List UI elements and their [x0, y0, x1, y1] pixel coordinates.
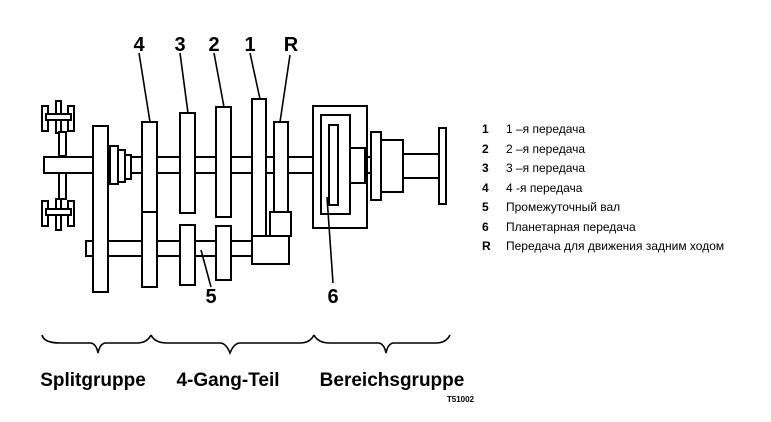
- legend-item: 4 4 -я передача: [482, 179, 724, 199]
- split-gear: [92, 125, 109, 293]
- label-gear-1: 1: [244, 34, 255, 56]
- legend-key: 4: [482, 180, 489, 195]
- legend-text: 1 –я передача: [506, 122, 586, 136]
- label-countershaft: 5: [205, 286, 216, 308]
- legend-item: 1 1 –я передача: [482, 120, 724, 140]
- input-assembly: [41, 100, 75, 231]
- figure-code: T51002: [447, 395, 475, 404]
- legend-item: 3 3 –я передача: [482, 159, 724, 179]
- legend-key: R: [482, 239, 491, 253]
- label-planetary: 6: [327, 286, 338, 308]
- legend-text: Промежуточный вал: [506, 200, 621, 214]
- group-range: Bereichsgruppe: [320, 370, 465, 391]
- brace-range: [313, 334, 451, 354]
- legend: 1 1 –я передача 2 2 –я передача 3 3 –я пере…: [482, 120, 724, 257]
- legend-text: Планетарная передача: [506, 219, 636, 234]
- label-gear-2: 2: [208, 34, 219, 56]
- gear-1-countershaft: [251, 235, 290, 265]
- gear-2-upper: [215, 106, 232, 218]
- label-gear-4: 4: [133, 34, 145, 56]
- legend-item: R Передача для движения задним ходом: [482, 237, 724, 257]
- reverse-idler: [269, 211, 292, 237]
- legend-text: 2 –я передача: [506, 141, 586, 156]
- output-assembly: [370, 127, 447, 205]
- legend-key: 1: [482, 122, 489, 136]
- group-four-gang: 4-Gang-Teil: [176, 370, 279, 391]
- planetary-gear: [312, 105, 368, 229]
- label-gear-3: 3: [174, 34, 185, 56]
- gear-2-lower: [215, 225, 232, 281]
- legend-text: 3 –я передача: [506, 161, 586, 175]
- leader-lines: [138, 52, 334, 288]
- legend-text: Передача для движения задним ходом: [506, 239, 725, 253]
- gear-4-lower: [141, 211, 158, 288]
- gear-3-lower: [179, 224, 196, 286]
- legend-item: 5 Промежуточный вал: [482, 198, 724, 218]
- brace-split: [41, 334, 152, 354]
- gear-4-upper: [141, 121, 158, 213]
- legend-text: 4 -я передача: [506, 180, 583, 195]
- legend-item: 6 Планетарная передача: [482, 218, 724, 238]
- synchronizer: [109, 145, 132, 185]
- gear-reverse: [273, 121, 289, 213]
- group-split: Splitgruppe: [40, 370, 146, 391]
- legend-key: 6: [482, 219, 489, 234]
- gear-1: [251, 98, 267, 237]
- legend-key: 5: [482, 200, 489, 214]
- label-gear-reverse: R: [284, 34, 299, 56]
- brace-four-gang: [150, 334, 315, 356]
- legend-key: 2: [482, 141, 489, 156]
- legend-item: 2 2 –я передача: [482, 140, 724, 160]
- gear-3-upper: [179, 112, 196, 214]
- legend-key: 3: [482, 161, 489, 175]
